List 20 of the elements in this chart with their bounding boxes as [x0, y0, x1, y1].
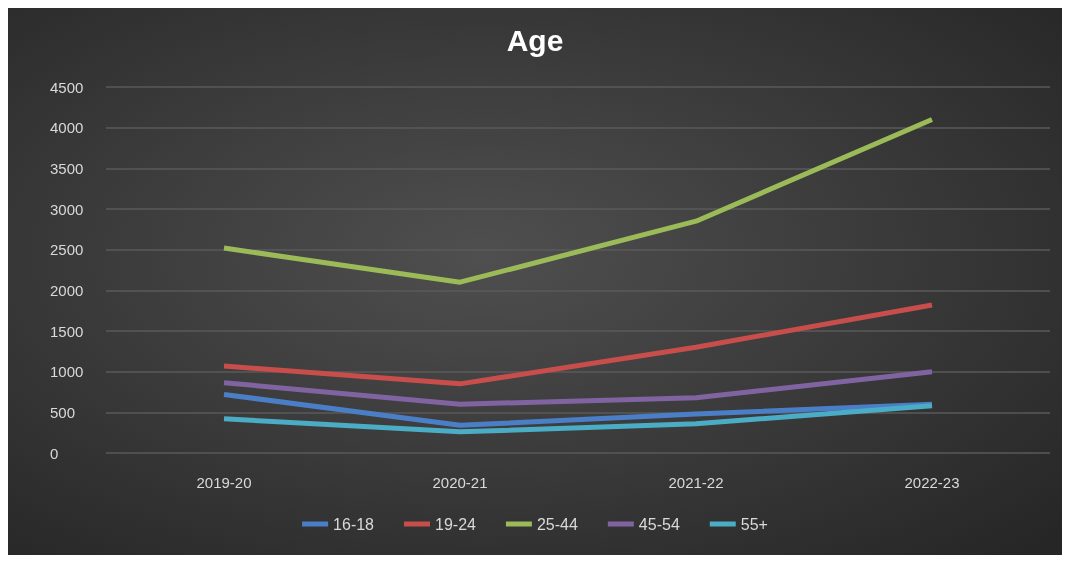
legend-label: 19-24 [435, 515, 477, 533]
y-tick-label: 2000 [50, 281, 84, 299]
legend-label: 45-54 [638, 515, 680, 533]
y-tick-label: 1000 [50, 363, 84, 381]
x-tick-label: 2021-22 [668, 474, 724, 491]
y-tick-label: 1500 [50, 322, 84, 340]
y-tick-label: 500 [50, 403, 76, 421]
y-tick-label: 4500 [50, 78, 84, 96]
legend-label: 16-18 [333, 515, 375, 533]
y-tick-label: 3000 [50, 200, 84, 218]
y-tick-label: 0 [50, 444, 59, 462]
legend-label: 25-44 [536, 515, 578, 533]
x-tick-label: 2020-21 [432, 474, 488, 491]
legend-label: 55+ [740, 515, 768, 533]
chart-title: Age [506, 23, 564, 57]
y-tick-label: 4000 [50, 119, 84, 137]
x-tick-label: 2019-20 [196, 474, 252, 491]
x-tick-label: 2022-23 [904, 474, 960, 491]
y-tick-label: 3500 [50, 159, 84, 177]
y-tick-label: 2500 [50, 241, 84, 259]
